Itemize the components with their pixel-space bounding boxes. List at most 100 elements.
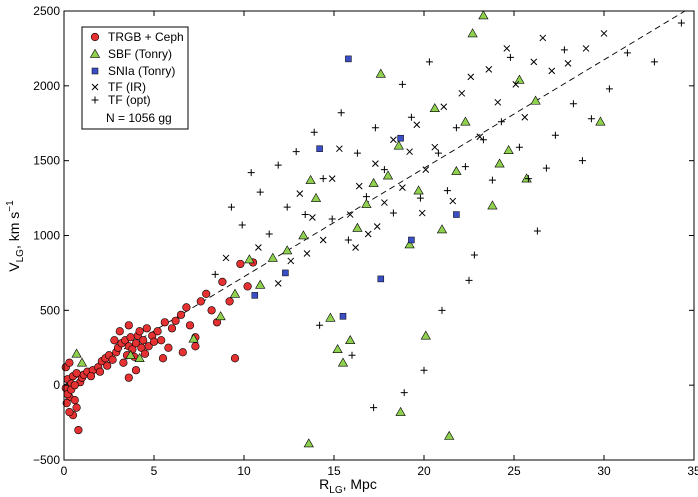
data-point-plus <box>265 230 273 238</box>
y-axis-label: VLG, km s−1 <box>5 200 26 272</box>
data-point-x <box>422 166 430 174</box>
data-point-plus <box>247 169 255 177</box>
data-point-plus <box>623 49 631 57</box>
data-point-triangle <box>337 357 349 367</box>
data-point-triangle <box>76 357 88 367</box>
data-point-plus <box>353 149 361 157</box>
data-point-circle <box>140 349 150 358</box>
y-tick-label: 0 <box>53 378 60 392</box>
data-point-x <box>309 214 316 221</box>
data-point-plus <box>238 221 246 229</box>
data-point-square <box>453 211 460 218</box>
legend-label-trgb: TRGB + Ceph <box>108 30 184 44</box>
data-point-circle <box>74 425 83 435</box>
data-point-triangle <box>71 348 82 358</box>
data-point-circle <box>62 399 71 408</box>
data-point-plus <box>380 166 388 174</box>
data-point-circle <box>157 336 166 345</box>
data-point-x <box>336 145 343 153</box>
data-point-x <box>372 160 379 168</box>
data-point-circle <box>225 297 234 306</box>
data-point-triangle <box>188 333 199 343</box>
data-point-x <box>346 211 354 218</box>
data-point-circle <box>191 342 200 351</box>
data-point-triangle <box>332 344 343 353</box>
data-point-triangle <box>478 10 489 20</box>
data-point-x <box>352 244 359 251</box>
data-point-plus <box>465 276 473 284</box>
data-point-circle <box>243 282 252 291</box>
data-point-plus <box>211 270 219 278</box>
series-0 <box>61 258 258 435</box>
data-point-triangle <box>215 311 226 321</box>
data-point-plus <box>362 193 370 201</box>
x-tick-label: 10 <box>237 464 251 478</box>
data-point-plus <box>533 227 541 235</box>
data-point-x <box>328 175 336 182</box>
data-point-plus <box>434 149 442 157</box>
y-tick-label: 2500 <box>33 4 60 18</box>
data-point-plus <box>542 164 550 172</box>
data-point-plus <box>578 157 586 165</box>
data-point-x <box>287 257 295 265</box>
data-point-triangle <box>413 185 424 195</box>
data-point-triangle <box>503 144 514 154</box>
x-tick-label: 15 <box>327 464 341 478</box>
data-point-plus <box>677 19 685 27</box>
legend-box <box>81 26 189 130</box>
data-point-plus <box>227 203 235 211</box>
data-point-circle <box>144 342 153 351</box>
data-point-x <box>548 67 556 75</box>
data-point-triangle <box>382 170 394 180</box>
data-point-circle <box>126 333 135 342</box>
x-tick-label: 0 <box>61 464 68 478</box>
data-point-triangle <box>444 430 455 440</box>
data-point-plus <box>337 109 345 117</box>
data-point-x <box>521 113 529 121</box>
data-point-square <box>251 292 259 299</box>
data-point-triangle <box>255 279 266 289</box>
data-point-circle <box>124 321 133 330</box>
data-point-plus <box>400 389 408 397</box>
data-point-circle <box>72 403 81 412</box>
data-point-x <box>296 190 304 197</box>
data-point-x <box>494 98 502 106</box>
data-point-plus <box>407 113 415 121</box>
legend-label-snia: SNIa (Tonry) <box>108 64 175 78</box>
data-point-plus <box>371 124 379 132</box>
data-point-plus <box>497 118 505 126</box>
data-point-circle <box>65 408 74 417</box>
data-point-plus <box>569 100 577 108</box>
data-point-circle <box>171 316 180 325</box>
series-2 <box>251 55 460 320</box>
data-point-circle <box>207 306 216 315</box>
data-point-x <box>600 30 608 37</box>
data-point-circle <box>95 367 105 376</box>
data-point-circle <box>70 381 79 390</box>
data-point-triangle <box>368 177 379 187</box>
data-point-x <box>319 236 327 244</box>
data-point-triangle <box>134 353 145 362</box>
data-point-circle <box>115 327 124 336</box>
data-point-circle <box>164 343 173 352</box>
data-point-circle <box>103 361 112 370</box>
data-point-circle <box>167 324 177 333</box>
data-point-x <box>406 148 413 156</box>
x-tick-label: 30 <box>597 464 611 478</box>
y-tick-label: 1000 <box>33 229 60 243</box>
data-point-x <box>373 223 381 230</box>
data-point-plus <box>328 215 336 223</box>
data-point-plus <box>506 53 514 61</box>
data-point-circle <box>236 259 245 269</box>
data-point-square <box>316 145 323 152</box>
data-point-plus <box>605 85 613 93</box>
data-point-x <box>476 133 484 141</box>
data-point-plus <box>560 46 568 54</box>
data-point-circle <box>178 348 187 357</box>
data-point-triangle <box>395 406 406 416</box>
data-point-triangle <box>345 335 356 345</box>
data-point-square <box>408 236 415 244</box>
data-point-triangle <box>514 74 525 84</box>
data-point-circle <box>65 358 74 367</box>
data-point-triangle <box>303 438 314 448</box>
